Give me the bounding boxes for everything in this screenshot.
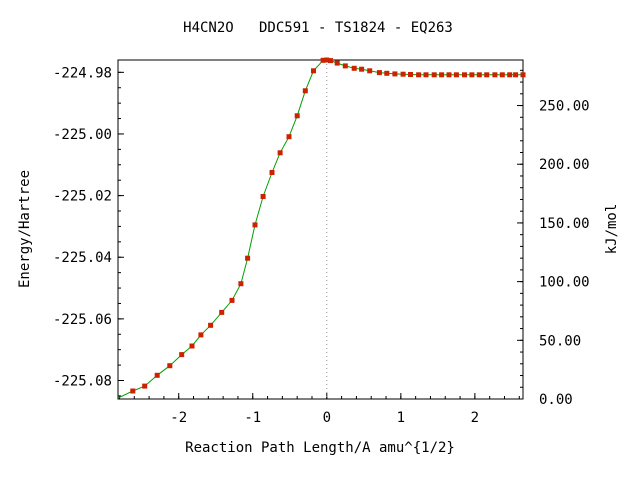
y2-tick-label: 50.00 [539,333,581,349]
data-point [277,150,283,156]
data-point [286,134,292,140]
y-tick-label: -225.02 [53,189,112,205]
data-point [376,70,382,76]
data-point [453,72,459,78]
data-point [469,72,475,78]
data-point [198,332,204,338]
data-point [513,72,519,78]
y2-tick-label: 0.00 [539,392,573,408]
data-point [311,68,316,74]
y2-tick-label: 250.00 [539,99,590,115]
data-point [252,222,258,228]
data-point [367,68,373,74]
data-point [130,388,136,394]
x-tick-label: -1 [244,410,261,426]
data-point [320,57,326,63]
data-point [269,170,275,175]
data-point [334,60,340,66]
energy-curve [117,59,523,399]
x-axis-ticks: -2 -1 0 1 2 [118,393,520,426]
data-point [400,71,406,77]
data-point [229,297,235,303]
y-tick-label: -225.06 [53,312,112,328]
data-point [408,72,413,77]
data-point [154,372,160,378]
data-point [324,57,330,63]
x-tick-label: 0 [323,410,331,426]
data-point [359,66,365,72]
y2-tick-label: 150.00 [539,216,590,232]
data-point [219,309,225,315]
x-tick-label: -2 [170,410,187,426]
data-point [384,70,390,76]
data-point [167,363,173,369]
data-point [245,255,251,261]
y-tick-label: -225.04 [53,250,112,266]
data-point [431,72,437,78]
data-point [462,72,467,78]
data-point [416,72,422,78]
data-point [238,281,244,287]
data-point [439,72,445,78]
y-axis-ticks: -224.98 -225.00 -225.02 -225.04 -225.06 -225.… [53,65,124,397]
x-tick-label: 1 [397,410,405,426]
data-point [492,72,498,78]
y-tick-label: -224.98 [53,65,112,81]
data-point [328,58,333,64]
data-point [476,72,482,78]
data-point [342,63,348,69]
y-axis-label: Energy/Hartree [17,170,33,288]
data-point [260,194,266,199]
data-point [208,322,214,328]
y2-tick-label: 200.00 [539,157,590,173]
data-point [189,343,195,349]
data-point [423,72,429,78]
data-point [294,113,300,119]
y2-axis-label: kJ/mol [604,204,620,255]
x-axis-label: Reaction Path Length/A amu^{1/2} [185,440,455,456]
plot-frame [117,59,524,400]
x-tick-label: 2 [471,410,479,426]
y2-axis-ticks: 0.00 50.00 100.00 150.00 200.00 250.00 [517,69,590,408]
data-point [142,383,148,389]
data-point [499,72,505,78]
y-tick-label: -225.00 [53,127,112,143]
data-point [520,72,526,78]
y-tick-label: -225.08 [53,374,112,390]
data-point [351,65,357,71]
data-point [484,72,490,78]
chart-title: H4CN2O DDC591 - TS1824 - EQ263 [183,20,453,36]
data-point [446,72,452,78]
data-point [179,352,185,358]
y2-tick-label: 100.00 [539,275,590,291]
data-points [130,57,526,394]
data-point [507,72,513,78]
data-point [392,71,398,77]
data-point [302,88,308,94]
